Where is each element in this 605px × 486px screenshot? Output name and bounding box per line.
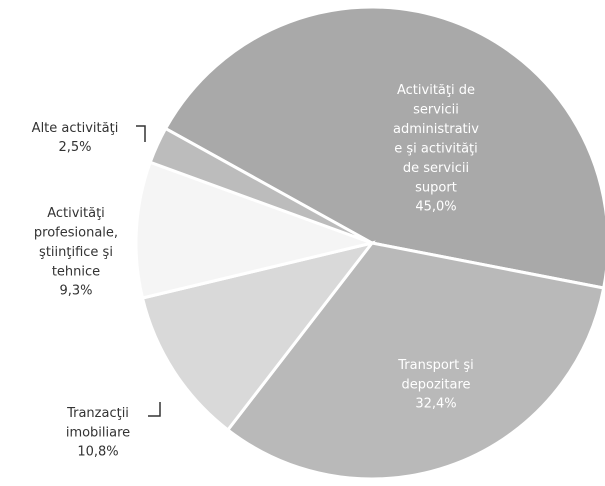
value-label: 2,5% <box>58 140 91 155</box>
slice-label: Transport şi depozitare <box>397 358 474 393</box>
value-label: 9,3% <box>59 284 92 299</box>
value-label: 32,4% <box>415 397 456 412</box>
pie-slice <box>225 241 605 481</box>
leader-line <box>136 125 146 142</box>
slice-label: Activităţi de servicii administrativ e şi a… <box>393 83 479 196</box>
pie-slice <box>148 126 373 245</box>
pie-slice <box>134 160 378 300</box>
pie-slice <box>140 240 376 432</box>
value-label: 10,8% <box>77 445 118 460</box>
leader-line <box>148 402 161 417</box>
slice-label: Alte activităţi <box>32 121 119 136</box>
pie-slice <box>163 5 605 290</box>
value-label: 45,0% <box>415 200 456 215</box>
slice-label: Tranzacţii imobiliare <box>66 406 130 441</box>
slice-label: Activităţi profesionale, ştiinţifice şi teh… <box>34 206 118 280</box>
